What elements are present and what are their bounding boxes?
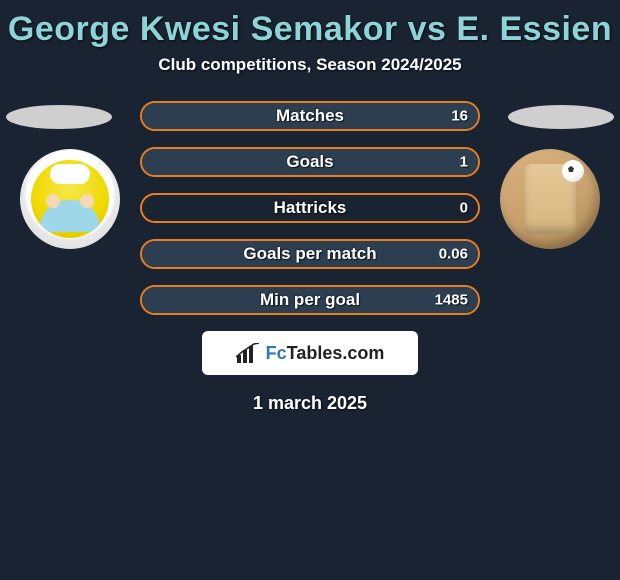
fctables-logo: FcTables.com [202,331,418,375]
stat-row: Matches 16 [140,101,480,131]
stat-rows: Matches 16 Goals 1 Hattricks 0 Goals per match… [140,91,480,315]
stat-value-right: 1 [460,154,468,171]
player-left-oval [6,105,112,129]
logo-text: FcTables.com [266,343,385,364]
stat-value-right: 16 [451,108,468,125]
player-right-oval [508,105,614,129]
subtitle: Club competitions, Season 2024/2025 [0,55,620,91]
stat-value-right: 0.06 [439,246,468,263]
stat-row: Goals 1 [140,147,480,177]
stat-label: Matches [276,106,344,126]
stat-value-right: 1485 [435,292,468,309]
stats-area: Matches 16 Goals 1 Hattricks 0 Goals per match… [0,91,620,414]
comparison-date: 1 march 2025 [0,393,620,414]
stat-row: Goals per match 0.06 [140,239,480,269]
comparison-infographic: George Kwesi Semakor vs E. Essien Club c… [0,0,620,414]
stat-label: Goals per match [243,244,376,264]
logo-suffix: Tables.com [287,343,385,363]
stat-label: Min per goal [260,290,360,310]
club-crest-right-icon [524,164,576,234]
club-crest-left-icon [31,160,109,238]
page-title: George Kwesi Semakor vs E. Essien [0,0,620,55]
player-left-badge [20,149,120,249]
stat-row: Hattricks 0 [140,193,480,223]
stat-label: Hattricks [274,198,347,218]
bar-chart-icon [236,343,260,363]
player-right-badge [500,149,600,249]
stat-row: Min per goal 1485 [140,285,480,315]
logo-prefix: Fc [266,343,287,363]
stat-label: Goals [286,152,333,172]
stat-value-right: 0 [460,200,468,217]
